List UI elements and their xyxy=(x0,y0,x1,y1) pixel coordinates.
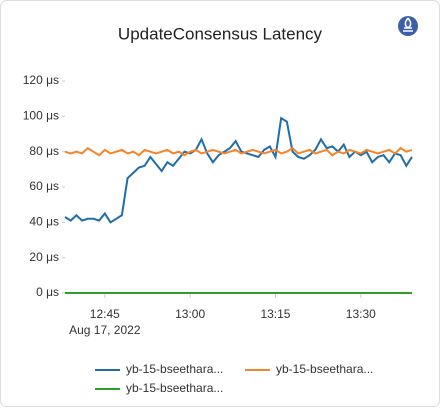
y-tick-label: 60 μs xyxy=(29,179,59,193)
x-tick-label: 12:45 xyxy=(90,307,120,321)
x-tick-label: 13:00 xyxy=(175,307,205,321)
chart-title: UpdateConsensus Latency xyxy=(118,24,323,43)
legend-label: yb-15-bseethara... xyxy=(126,381,223,395)
x-tick-label: 13:15 xyxy=(260,307,290,321)
y-tick-label: 80 μs xyxy=(29,144,59,158)
prometheus-icon xyxy=(398,16,418,36)
series-line xyxy=(64,116,413,224)
y-tick-label: 20 μs xyxy=(29,250,59,264)
legend-label: yb-15-bseethara... xyxy=(276,362,373,376)
y-tick-label: 120 μs xyxy=(23,73,59,87)
y-tick-label: 0 μs xyxy=(36,285,59,299)
y-tick-label: 40 μs xyxy=(29,215,59,229)
x-tick-label: 13:30 xyxy=(346,307,376,321)
legend-label: yb-15-bseethara... xyxy=(126,362,223,376)
series-line xyxy=(64,146,413,157)
y-tick-label: 100 μs xyxy=(23,109,59,123)
x-date-label: Aug 17, 2022 xyxy=(69,323,141,337)
